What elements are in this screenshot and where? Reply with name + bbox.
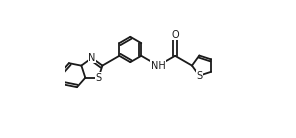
Text: N: N <box>88 53 96 63</box>
Text: S: S <box>196 71 202 81</box>
Text: NH: NH <box>151 61 165 71</box>
Text: S: S <box>95 73 102 83</box>
Text: O: O <box>171 30 179 40</box>
